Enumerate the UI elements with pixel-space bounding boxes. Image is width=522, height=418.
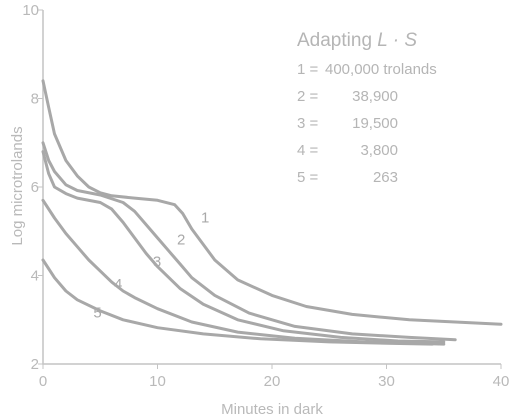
curve-label-2: 2 (177, 232, 185, 249)
x-tick-label: 20 (264, 373, 281, 390)
x-tick-label: 10 (149, 373, 166, 390)
legend-entry-value: 19,500 (352, 115, 398, 132)
curve-5 (41, 258, 434, 346)
curve-1 (41, 79, 503, 326)
y-tick-label: 6 (31, 179, 39, 196)
legend-entry-key: 3 = (297, 115, 319, 132)
y-tick-label: 8 (31, 91, 39, 108)
curve-labels-layer: 123 45 (93, 209, 209, 321)
x-axis-label: Minutes in dark (221, 401, 323, 418)
y-tick-label: 2 (31, 356, 39, 373)
curve-label-3: 3 (153, 254, 161, 271)
curve-label-1: 1 (201, 209, 209, 226)
legend: Adapting L · S 1 = 400,000 trolands 2 = 38,… (297, 30, 437, 186)
legend-entry-value: 3,800 (360, 142, 398, 159)
curve-label-5: 5 (93, 305, 101, 322)
curve-3 (41, 150, 446, 344)
legend-entry-value: 263 (373, 169, 398, 186)
legend-entry-key: 4 = (297, 142, 319, 159)
y-tick-label: 4 (31, 268, 39, 285)
tick-labels-layer: 0 10 20 30 40 2 4 6 8 10 (22, 2, 509, 390)
legend-entry-key: 1 = (297, 61, 319, 78)
curves-layer (41, 79, 503, 346)
legend-title-variable: L · S (377, 30, 417, 51)
x-tick-label: 30 (378, 373, 395, 390)
legend-title: Adapting L · S (297, 30, 417, 51)
curve-4 (41, 198, 446, 346)
legend-entry-value: 38,900 (352, 88, 398, 105)
y-axis-label: Log microtrolands (9, 126, 26, 245)
x-tick-label: 0 (39, 373, 47, 390)
legend-entry-key: 2 = (297, 88, 319, 105)
curve-label-4: 4 (114, 276, 122, 293)
legend-title-prefix: Adapting (297, 30, 377, 51)
legend-entry-value: 400,000 trolands (325, 61, 437, 78)
legend-entry-key: 5 = (297, 169, 319, 186)
curve-2 (41, 141, 457, 342)
x-tick-label: 40 (493, 373, 510, 390)
y-tick-label: 10 (22, 2, 39, 19)
